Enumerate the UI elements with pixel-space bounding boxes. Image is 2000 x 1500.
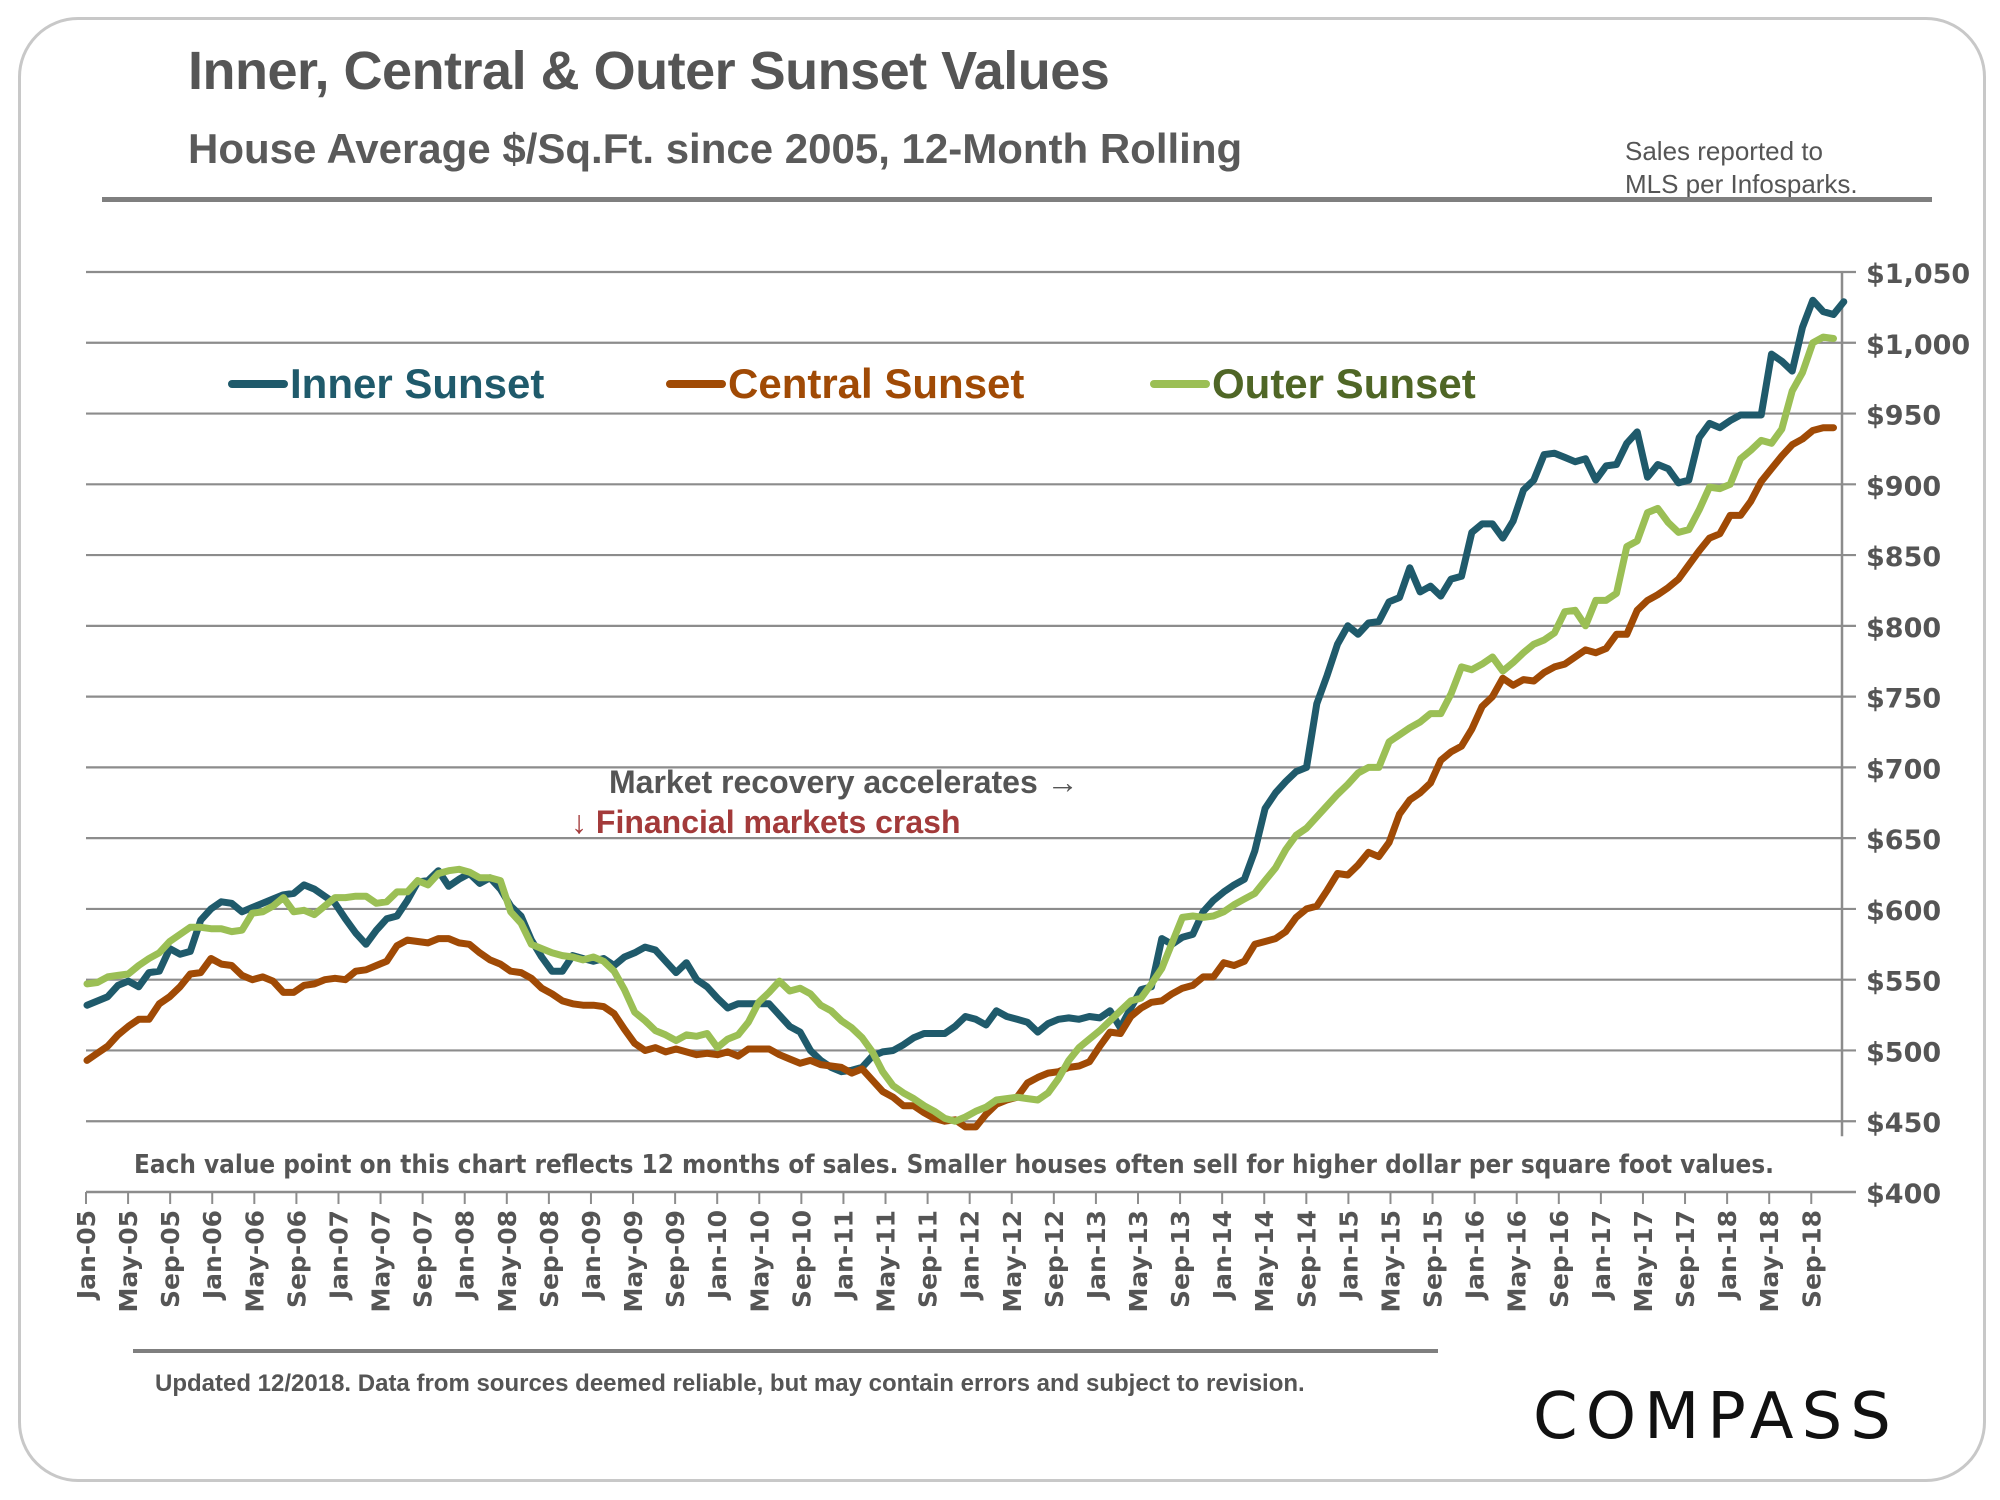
y-tick-label: $900 (1866, 471, 1941, 502)
source-note-line2: MLS per Infosparks. (1625, 169, 1858, 199)
x-tick-label: Jan-08 (451, 1210, 480, 1301)
footer-divider (133, 1349, 1438, 1353)
x-tick-label: Sep-05 (156, 1210, 185, 1308)
chart-subtitle: House Average $/Sq.Ft. since 2005, 12-Mo… (188, 125, 1243, 172)
x-tick-label: Jan-06 (198, 1210, 227, 1301)
x-tick-label: Jan-11 (829, 1210, 858, 1301)
x-tick-label: May-08 (493, 1210, 522, 1312)
x-tick-label: Sep-14 (1292, 1210, 1321, 1308)
x-tick-label: Jan-13 (1082, 1210, 1111, 1301)
annotation-rolling-note: Each value point on this chart reflects … (134, 1150, 1774, 1180)
y-tick-label: $700 (1866, 754, 1941, 785)
x-tick-label: Sep-06 (282, 1210, 311, 1308)
y-tick-label: $450 (1866, 1108, 1941, 1139)
x-tick-label: Sep-08 (535, 1210, 564, 1308)
y-tick-label: $1,000 (1866, 330, 1970, 361)
legend-swatch-central (666, 380, 726, 388)
x-tick-label: May-15 (1376, 1210, 1405, 1312)
legend-label: Outer Sunset (1212, 360, 1476, 407)
legend-swatch-outer (1150, 380, 1210, 388)
x-tick-label: Jan-16 (1461, 1210, 1490, 1301)
y-tick-label: $800 (1866, 613, 1941, 644)
x-tick-label: Sep-15 (1419, 1210, 1448, 1308)
legend-item-inner-sunset: Inner Sunset (228, 360, 544, 408)
y-tick-label: $600 (1866, 896, 1941, 927)
annotation-financial-crash: ↓ Financial markets crash (571, 804, 961, 840)
x-tick-label: Sep-07 (409, 1210, 438, 1308)
chart-title: Inner, Central & Outer Sunset Values (188, 41, 1110, 101)
x-tick-label: Sep-10 (787, 1210, 816, 1308)
header-divider (102, 197, 1932, 202)
y-tick-label: $500 (1866, 1037, 1941, 1068)
x-tick-label: Sep-09 (661, 1210, 690, 1308)
x-tick-label: May-05 (114, 1210, 143, 1312)
x-tick-label: May-10 (745, 1210, 774, 1312)
legend-label: Inner Sunset (290, 360, 545, 407)
x-tick-label: May-11 (872, 1210, 901, 1312)
x-tick-label: Jan-14 (1208, 1210, 1237, 1301)
series-line-central-sunset (83, 424, 1837, 1131)
x-tick-label: Sep-16 (1545, 1210, 1574, 1308)
x-tick-label: Sep-11 (914, 1210, 943, 1308)
x-tick-label: Sep-18 (1797, 1210, 1826, 1308)
source-note-line1: Sales reported to (1625, 136, 1824, 166)
x-tick-label: May-07 (367, 1210, 396, 1312)
x-tick-label: May-06 (240, 1210, 269, 1312)
x-tick-label: Jan-15 (1334, 1210, 1363, 1301)
compass-logo: COMPASS (1533, 1380, 1899, 1454)
y-axis: $400 $450 $500 $550 $600 $650 $700 $750 $800 $850… (1840, 259, 1970, 1210)
y-tick-label: $650 (1866, 825, 1941, 856)
legend-swatch-inner (228, 380, 288, 388)
series-line-outer-sunset (83, 333, 1837, 1125)
x-tick-label: May-16 (1503, 1210, 1532, 1312)
y-tick-label: $550 (1866, 967, 1941, 998)
y-tick-label: $400 (1866, 1179, 1941, 1210)
legend-item-central-sunset: Central Sunset (666, 360, 1024, 408)
legend-item-outer-sunset: Outer Sunset (1150, 360, 1476, 408)
footer-disclaimer: Updated 12/2018. Data from sources deeme… (155, 1370, 1305, 1397)
x-tick-label: Jan-18 (1713, 1210, 1742, 1301)
x-tick-label: May-17 (1629, 1210, 1658, 1312)
x-tick-label: Jan-17 (1587, 1210, 1616, 1301)
series-lines (83, 296, 1848, 1131)
x-tick-label: May-12 (998, 1210, 1027, 1312)
y-tick-label: $750 (1866, 684, 1941, 715)
x-tick-label: May-09 (619, 1210, 648, 1312)
x-tick-label: Sep-13 (1166, 1210, 1195, 1308)
x-tick-label: Jan-05 (72, 1210, 101, 1301)
slide-frame (18, 17, 1986, 1482)
x-tick-label: Jan-10 (703, 1210, 732, 1301)
x-tick-label: Sep-17 (1671, 1210, 1700, 1308)
x-tick-label: May-14 (1250, 1210, 1279, 1312)
y-tick-label: $950 (1866, 401, 1941, 432)
annotation-market-recovery: Market recovery accelerates → (609, 764, 1079, 800)
y-tick-label: $1,050 (1866, 259, 1970, 290)
legend-label: Central Sunset (728, 360, 1025, 407)
x-tick-label: Sep-12 (1040, 1210, 1069, 1308)
x-tick-label: May-18 (1755, 1210, 1784, 1312)
source-note: Sales reported to MLS per Infosparks. (1625, 135, 1858, 201)
x-tick-label: Jan-07 (324, 1210, 353, 1301)
x-tick-label: May-13 (1124, 1210, 1153, 1312)
y-tick-label: $850 (1866, 542, 1941, 573)
x-axis: Jan-05 May-05 Sep-05 Jan-06 May-06 Sep-06 Jan-… (72, 1190, 1856, 1312)
x-tick-label: Jan-09 (577, 1210, 606, 1301)
x-tick-label: Jan-12 (956, 1210, 985, 1301)
series-line-inner-sunset (83, 296, 1848, 1076)
